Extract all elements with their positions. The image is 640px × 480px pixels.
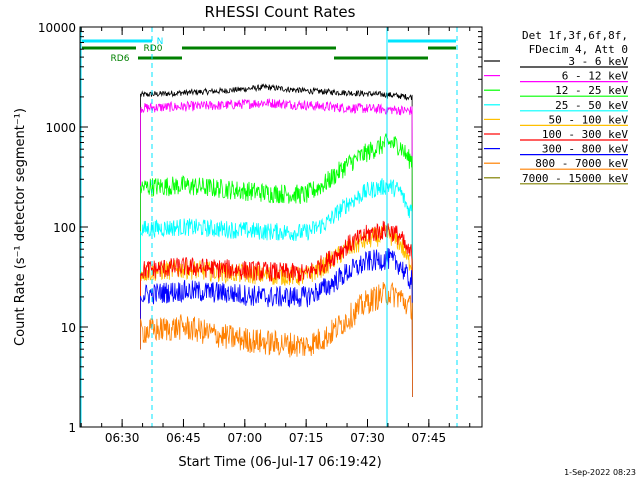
legend-entry-label: 50 - 100 keV	[549, 113, 629, 126]
legend-header: FDecim 4, Att 0	[529, 43, 628, 56]
x-tick-label: 07:30	[350, 431, 385, 445]
legend-entry-label: 800 - 7000 keV	[535, 157, 628, 170]
series-lines	[140, 83, 413, 397]
series-line-3	[140, 178, 413, 397]
x-tick-label: 06:30	[105, 431, 140, 445]
x-axis-ticks: 06:30 06:45 07:00 07:15 07:30 07:45	[80, 27, 471, 445]
flag-label: RD6	[111, 54, 130, 64]
y-axis-label: Count Rate (s⁻¹ detector segment⁻¹)	[13, 108, 28, 346]
series-line-7	[140, 281, 413, 397]
legend-entry-label: 3 - 6 keV	[568, 55, 628, 68]
series-line-6	[140, 247, 413, 397]
series-line-1	[140, 98, 413, 397]
x-tick-label: 07:00	[228, 431, 263, 445]
legend-entry-label: 100 - 300 keV	[542, 128, 628, 141]
plot-timestamp: 1-Sep-2022 08:23	[564, 468, 636, 477]
series-line-0	[140, 83, 413, 397]
legend-entry-label: 7000 - 15000 keV	[522, 172, 628, 185]
series-line-2	[140, 133, 413, 397]
x-tick-label: 06:45	[166, 431, 201, 445]
x-axis-label: Start Time (06-Jul-17 06:19:42)	[178, 455, 381, 470]
flag-label: N	[157, 37, 164, 47]
legend-header: Det 1f,3f,6f,8f,	[522, 29, 628, 42]
legend-entry-label: 6 - 12 keV	[562, 70, 629, 83]
y-tick-label: 1000	[45, 121, 76, 135]
legend-entry-label: 12 - 25 keV	[555, 84, 628, 97]
x-tick-label: 07:45	[412, 431, 447, 445]
legend: Det 1f,3f,6f,8f,FDecim 4, Att 03 - 6 keV…	[484, 29, 628, 185]
legend-entry-label: 25 - 50 keV	[555, 99, 628, 112]
x-tick-label: 07:15	[289, 431, 324, 445]
y-tick-label: 10000	[38, 21, 76, 35]
series-line-5	[140, 220, 413, 397]
chart-title: RHESSI Count Rates	[205, 3, 356, 21]
y-tick-label: 1	[68, 421, 76, 435]
flag-label: RD0	[144, 44, 163, 54]
legend-entry-label: 300 - 800 keV	[542, 143, 628, 156]
y-axis-ticks: 1 10 100 1000 10000	[38, 21, 482, 435]
y-tick-label: 10	[61, 321, 76, 335]
y-tick-label: 100	[53, 221, 76, 235]
